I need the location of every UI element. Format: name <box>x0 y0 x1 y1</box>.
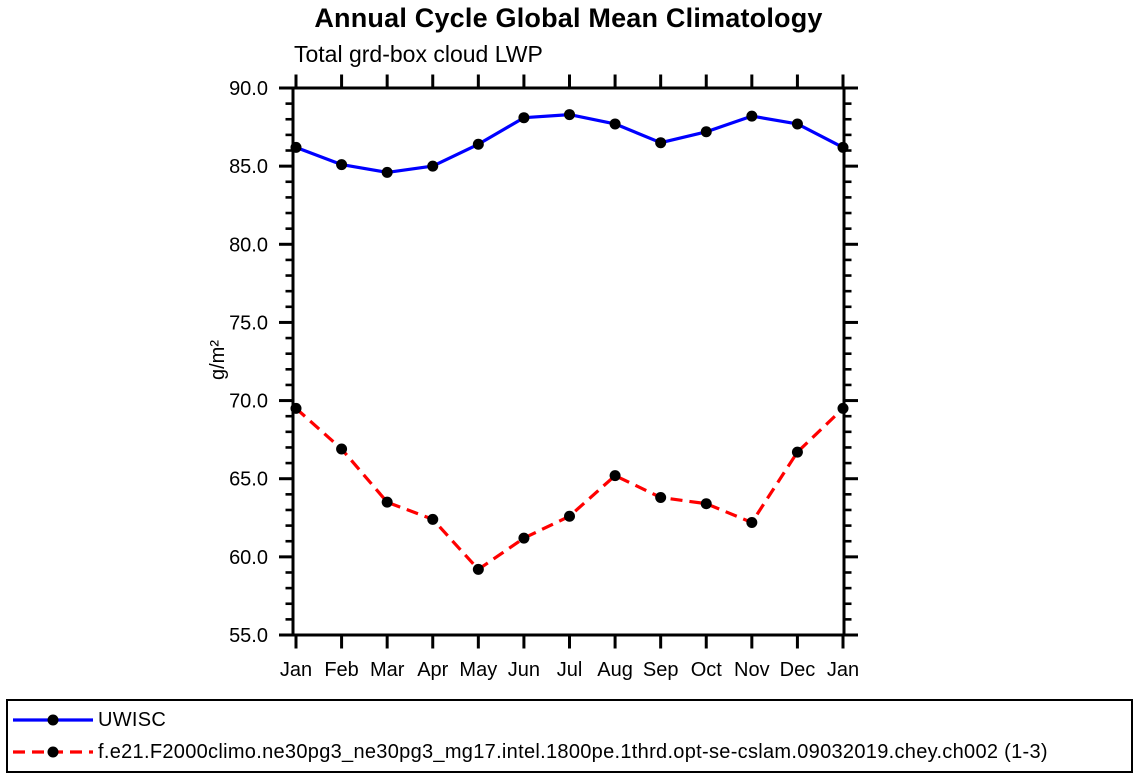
legend-box: UWISC f.e21.F2000climo.ne30pg3_ne30pg3_m… <box>6 699 1133 773</box>
data-point <box>291 403 302 414</box>
x-tick-label: Sep <box>643 659 679 681</box>
data-point <box>655 492 666 503</box>
data-point <box>291 142 302 153</box>
data-point <box>518 533 529 544</box>
x-tick-label: Nov <box>734 659 770 681</box>
data-point <box>518 112 529 123</box>
data-point <box>427 514 438 525</box>
data-point <box>610 118 621 129</box>
data-point <box>610 470 621 481</box>
data-point <box>746 517 757 528</box>
data-point <box>382 167 393 178</box>
data-point <box>427 161 438 172</box>
plot-area: 55.0 60.0 65.0 70.0 75.0 80.0 85.0 90.0 Jan Feb Ma… <box>0 0 1138 698</box>
legend-label-uwisc: UWISC <box>98 709 166 732</box>
legend-label-model: f.e21.F2000climo.ne30pg3_ne30pg3_mg17.in… <box>98 741 1048 764</box>
series-line-0 <box>296 115 843 173</box>
y-tick-label: 70.0 <box>229 391 268 413</box>
data-point <box>564 109 575 120</box>
x-tick-label: Dec <box>780 659 816 681</box>
data-point <box>655 137 666 148</box>
x-tick-label: Mar <box>370 659 405 681</box>
y-tick-label: 90.0 <box>229 78 268 100</box>
data-point <box>701 126 712 137</box>
y-tick-label: 80.0 <box>229 234 268 256</box>
data-point <box>473 564 484 575</box>
y-tick-label: 75.0 <box>229 312 268 334</box>
legend-marker-sample <box>48 715 59 726</box>
legend-row-model: f.e21.F2000climo.ne30pg3_ne30pg3_mg17.in… <box>8 736 1131 768</box>
data-point <box>838 142 849 153</box>
data-point <box>473 139 484 150</box>
x-tick-label: Jan <box>827 659 859 681</box>
x-tick-label: Apr <box>417 659 448 681</box>
data-point <box>792 447 803 458</box>
data-point <box>336 159 347 170</box>
legend-sample-solid-line-icon <box>12 712 94 728</box>
x-tick-label: Jul <box>557 659 583 681</box>
series-line-1 <box>296 408 843 569</box>
data-point <box>701 498 712 509</box>
x-tick-label: Jun <box>508 659 540 681</box>
data-point <box>564 511 575 522</box>
legend-marker-sample <box>48 747 59 758</box>
x-tick-label: Aug <box>597 659 633 681</box>
data-point <box>838 403 849 414</box>
y-tick-label: 55.0 <box>229 625 268 647</box>
data-point <box>336 444 347 455</box>
x-tick-label: Oct <box>691 659 723 681</box>
data-point <box>382 497 393 508</box>
y-tick-label: 60.0 <box>229 547 268 569</box>
legend-row-uwisc: UWISC <box>8 704 1131 736</box>
data-point <box>746 111 757 122</box>
data-point <box>792 118 803 129</box>
y-tick-label: 85.0 <box>229 156 268 178</box>
x-tick-label: Feb <box>324 659 358 681</box>
legend-sample-dashed-line-icon <box>12 744 94 760</box>
y-tick-label: 65.0 <box>229 469 268 491</box>
x-tick-label: Jan <box>280 659 312 681</box>
x-tick-label: May <box>459 659 497 681</box>
